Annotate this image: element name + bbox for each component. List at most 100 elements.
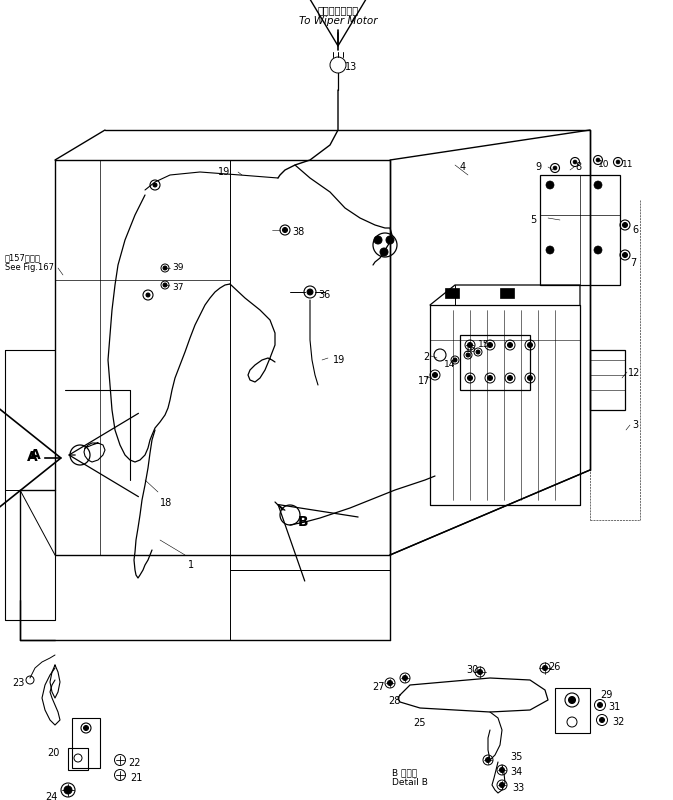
Text: 19: 19 bbox=[218, 167, 230, 177]
Text: 24: 24 bbox=[45, 792, 57, 800]
Text: 38: 38 bbox=[292, 227, 304, 237]
Circle shape bbox=[546, 246, 554, 254]
Bar bbox=[445, 288, 459, 298]
Text: A: A bbox=[30, 448, 41, 462]
Text: ワイパモータへ: ワイパモータへ bbox=[318, 5, 359, 15]
Text: 10: 10 bbox=[598, 160, 610, 169]
Circle shape bbox=[468, 342, 472, 347]
Circle shape bbox=[386, 236, 394, 244]
Circle shape bbox=[569, 697, 575, 703]
Circle shape bbox=[433, 373, 437, 378]
Circle shape bbox=[499, 782, 505, 787]
Circle shape bbox=[487, 375, 493, 381]
Text: 31: 31 bbox=[608, 702, 621, 712]
Circle shape bbox=[153, 183, 157, 187]
Bar bbox=[540, 175, 620, 285]
Text: To Wiper Motor: To Wiper Motor bbox=[299, 16, 378, 26]
Bar bbox=[500, 288, 514, 298]
Text: 21: 21 bbox=[130, 773, 143, 783]
Circle shape bbox=[546, 181, 554, 189]
Circle shape bbox=[283, 227, 287, 233]
Text: Detail B: Detail B bbox=[392, 778, 428, 787]
Text: 33: 33 bbox=[512, 783, 524, 793]
Text: B 詳細図: B 詳細図 bbox=[392, 768, 417, 777]
Text: 12: 12 bbox=[628, 368, 641, 378]
Text: 13: 13 bbox=[345, 62, 357, 72]
Circle shape bbox=[623, 253, 627, 258]
Text: 37: 37 bbox=[172, 283, 184, 292]
Circle shape bbox=[478, 670, 483, 674]
Circle shape bbox=[598, 702, 602, 707]
Text: 図157回参照: 図157回参照 bbox=[5, 253, 41, 262]
Text: 6: 6 bbox=[632, 225, 638, 235]
Text: 2: 2 bbox=[423, 352, 429, 362]
Text: 32: 32 bbox=[612, 717, 625, 727]
Circle shape bbox=[528, 375, 532, 381]
Circle shape bbox=[380, 248, 388, 256]
Text: 29: 29 bbox=[600, 690, 612, 700]
Text: 22: 22 bbox=[128, 758, 141, 768]
Text: B: B bbox=[298, 515, 309, 529]
Text: 17: 17 bbox=[418, 376, 430, 386]
Text: 16: 16 bbox=[465, 345, 476, 354]
Circle shape bbox=[146, 293, 150, 297]
Circle shape bbox=[307, 289, 313, 295]
Circle shape bbox=[64, 786, 72, 794]
Circle shape bbox=[485, 758, 491, 762]
Text: 26: 26 bbox=[548, 662, 561, 672]
Text: 11: 11 bbox=[622, 160, 633, 169]
Circle shape bbox=[83, 726, 89, 730]
Circle shape bbox=[499, 767, 505, 773]
Circle shape bbox=[616, 160, 620, 164]
Circle shape bbox=[476, 350, 480, 354]
Bar bbox=[460, 335, 530, 390]
Text: 14: 14 bbox=[444, 360, 456, 369]
Text: 20: 20 bbox=[47, 748, 59, 758]
Text: 36: 36 bbox=[318, 290, 330, 300]
Circle shape bbox=[163, 266, 167, 270]
Text: 8: 8 bbox=[575, 162, 581, 172]
Text: 4: 4 bbox=[460, 162, 466, 172]
Text: 35: 35 bbox=[510, 752, 522, 762]
Circle shape bbox=[553, 166, 557, 170]
Circle shape bbox=[542, 666, 548, 670]
Circle shape bbox=[594, 181, 602, 189]
Circle shape bbox=[507, 375, 513, 381]
Text: 34: 34 bbox=[510, 767, 522, 777]
Text: 18: 18 bbox=[160, 498, 172, 508]
Circle shape bbox=[623, 222, 627, 227]
Text: 3: 3 bbox=[632, 420, 638, 430]
Bar bbox=[68, 748, 88, 770]
Bar bbox=[555, 688, 590, 733]
Text: 5: 5 bbox=[530, 215, 536, 225]
Text: 1: 1 bbox=[188, 560, 194, 570]
Circle shape bbox=[600, 718, 604, 722]
Bar bbox=[72, 718, 100, 768]
Text: See Fig.167: See Fig.167 bbox=[5, 263, 54, 272]
Circle shape bbox=[528, 342, 532, 347]
Text: 28: 28 bbox=[388, 696, 400, 706]
Text: 7: 7 bbox=[630, 258, 636, 268]
Circle shape bbox=[453, 358, 457, 362]
Text: 25: 25 bbox=[413, 718, 425, 728]
Circle shape bbox=[163, 283, 167, 287]
Circle shape bbox=[487, 342, 493, 347]
Circle shape bbox=[596, 158, 600, 162]
Circle shape bbox=[466, 353, 470, 357]
Circle shape bbox=[594, 246, 602, 254]
Text: A: A bbox=[27, 450, 38, 464]
Text: 27: 27 bbox=[372, 682, 384, 692]
Circle shape bbox=[374, 236, 382, 244]
Text: 39: 39 bbox=[172, 263, 184, 272]
Circle shape bbox=[573, 160, 577, 164]
Text: 23: 23 bbox=[12, 678, 24, 688]
Bar bbox=[590, 350, 625, 410]
Circle shape bbox=[402, 675, 407, 681]
Text: 19: 19 bbox=[333, 355, 345, 365]
Circle shape bbox=[468, 375, 472, 381]
Circle shape bbox=[507, 342, 513, 347]
Text: 9: 9 bbox=[535, 162, 541, 172]
Circle shape bbox=[388, 681, 392, 686]
Text: 15: 15 bbox=[478, 340, 489, 349]
Text: 30: 30 bbox=[466, 665, 479, 675]
